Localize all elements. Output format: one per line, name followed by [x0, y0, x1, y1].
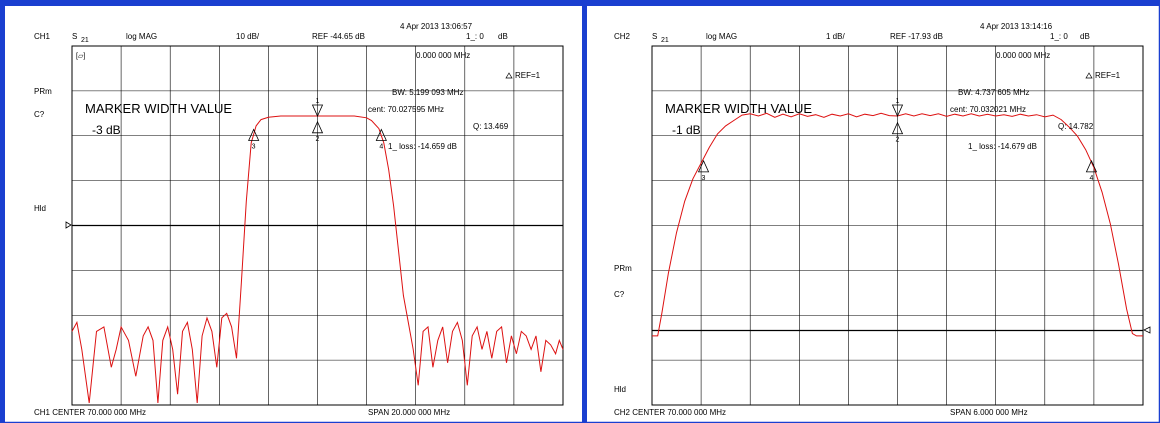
ch1-footer-center: CH1 CENTER 70.000 000 MHz	[34, 408, 146, 417]
ch1-marker-unit: dB	[498, 32, 508, 41]
ch1-ref-level: REF -44.65 dB	[312, 32, 365, 41]
ch2-side-label-hld: Hld	[614, 385, 626, 394]
ch2-parameter: S	[652, 32, 657, 41]
top-border	[0, 0, 1160, 6]
ch1-ref-marker-icon	[505, 72, 513, 79]
ch1-ref-marker: REF=1	[515, 71, 541, 80]
ch1-side-label-hld: Hld	[34, 204, 46, 213]
ch2-bandwidth: BW: 4.737 605 MHz	[958, 88, 1029, 97]
marker-2-icon	[891, 121, 904, 135]
ch1-parameter-sub: 21	[81, 37, 89, 44]
marker-1-label: 1	[316, 98, 320, 105]
ch2-ref-pointer-icon	[1143, 326, 1151, 334]
ch2-marker-unit: dB	[1080, 32, 1090, 41]
ch2-insertion-loss: 1_ loss: -14.679 dB	[968, 142, 1037, 151]
ch2-marker-frequency: 0.000 000 MHz	[996, 51, 1050, 60]
ch2-format: log MAG	[706, 32, 737, 41]
ch2-q-value: Q: 14.782	[1058, 122, 1094, 131]
ch2-grid	[652, 46, 1143, 405]
ch1-format: log MAG	[126, 32, 157, 41]
marker-2-label: 2	[896, 137, 900, 144]
ch2-ref-marker: REF=1	[1095, 71, 1121, 80]
panel-divider	[582, 0, 587, 423]
ch2-footer-center: CH2 CENTER 70.000 000 MHz	[614, 408, 726, 417]
marker-3-label: 3	[702, 175, 706, 182]
ch1-trace	[71, 115, 564, 404]
ch1-marker-frequency: 0.000 000 MHz	[416, 51, 470, 60]
ch2-scale: 1 dB/	[826, 32, 845, 41]
marker-3-label: 3	[252, 143, 256, 150]
ch1-markers: 1 2 3 4	[248, 98, 387, 150]
ch2-ref-level: REF -17.93 dB	[890, 32, 943, 41]
marker-1-icon	[891, 104, 904, 117]
ch1-insertion-loss: 1_ loss: -14.659 dB	[388, 142, 457, 151]
marker-2-label: 2	[316, 136, 320, 143]
marker-3-icon	[697, 159, 710, 173]
ch2-footer-span: SPAN 6.000 000 MHz	[950, 408, 1028, 417]
ch1-channel-label: CH1	[34, 32, 51, 41]
ch1-bandwidth: BW: 5.199 093 MHz	[392, 88, 463, 97]
ch1-display-tag: [▱]	[76, 53, 85, 60]
marker-4-icon	[375, 128, 387, 141]
marker-4-label: 4	[1089, 175, 1093, 182]
ch2-panel: CH2 S 21 log MAG 1 dB/ REF -17.93 dB 4 A…	[614, 22, 1151, 417]
ch2-channel-label: CH2	[614, 32, 631, 41]
ch2-parameter-sub: 21	[661, 37, 669, 44]
ch1-marker-readout: 1_: 0	[466, 32, 484, 41]
ch2-side-label-prm: PRm	[614, 264, 632, 273]
ch2-width-title: MARKER WIDTH VALUE	[665, 101, 812, 116]
ch1-timestamp: 4 Apr 2013 13:06:57	[400, 22, 473, 31]
ch1-q-value: Q: 13.469	[473, 122, 509, 131]
ch2-timestamp: 4 Apr 2013 13:14:16	[980, 22, 1053, 31]
marker-1-label: 1	[896, 98, 900, 105]
marker-1-icon	[311, 104, 324, 117]
ch1-width-value: -3 dB	[92, 123, 121, 137]
ch2-ref-marker-icon	[1085, 72, 1093, 79]
ch1-panel: CH1 S 21 log MAG 10 dB/ REF -44.65 dB 4 …	[34, 22, 564, 417]
ch1-width-title: MARKER WIDTH VALUE	[85, 101, 232, 116]
ch2-side-label-c: C?	[614, 290, 625, 299]
ch1-center-frequency: cent: 70.027595 MHz	[368, 105, 444, 114]
ch1-side-label-prm: PRm	[34, 87, 52, 96]
marker-2-icon	[311, 120, 324, 134]
ch2-center-frequency: cent: 70.032021 MHz	[950, 105, 1026, 114]
ch2-marker-readout: 1_: 0	[1050, 32, 1068, 41]
ch1-side-label-c: C?	[34, 110, 45, 119]
left-border	[0, 0, 5, 423]
marker-3-icon	[248, 128, 260, 141]
marker-4-icon	[1085, 159, 1098, 173]
marker-4-label: 4	[379, 143, 383, 150]
ch2-markers: 1 2 3 4	[697, 98, 1098, 182]
ch1-parameter: S	[72, 32, 77, 41]
ch1-ref-pointer-icon	[65, 221, 72, 229]
ch1-footer-span: SPAN 20.000 000 MHz	[368, 408, 450, 417]
ch1-scale: 10 dB/	[236, 32, 260, 41]
ch2-width-value: -1 dB	[672, 123, 701, 137]
